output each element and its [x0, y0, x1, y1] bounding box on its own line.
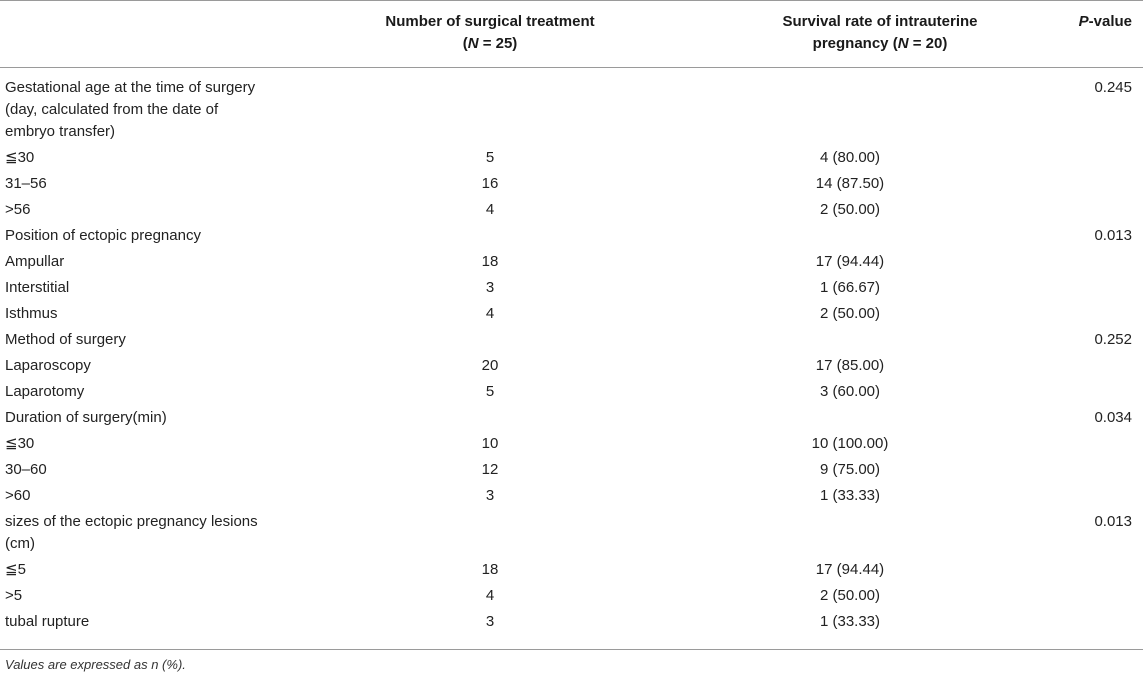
- row-surgical-count: 12: [481, 461, 499, 478]
- row-survival-rate: 4 (80.00): [819, 149, 881, 166]
- row-label: ≦30: [5, 149, 35, 166]
- table-row: >56 4 2 (50.00): [0, 199, 1143, 225]
- header-divider-rule: [0, 67, 1143, 68]
- table-footnote: Values are expressed as n (%).: [5, 657, 186, 672]
- table-row: Position of ectopic pregnancy 0.013: [0, 225, 1143, 251]
- row-surgical-count: 5: [485, 149, 495, 166]
- row-survival-rate: 1 (33.33): [819, 487, 881, 504]
- table-row: ≦30 5 4 (80.00): [0, 147, 1143, 173]
- row-label: sizes of the ectopic pregnancy lesions (…: [5, 513, 258, 552]
- table-top-rule: [0, 0, 1143, 1]
- row-p-value: 0.252: [1094, 331, 1132, 348]
- row-label: 30–60: [5, 461, 47, 478]
- row-survival-rate: 3 (60.00): [819, 383, 881, 400]
- table-row: tubal rupture 3 1 (33.33): [0, 611, 1143, 637]
- table-row: 30–60 12 9 (75.00): [0, 459, 1143, 485]
- row-label: Duration of surgery(min): [5, 409, 167, 426]
- table-row: Interstitial 3 1 (66.67): [0, 277, 1143, 303]
- row-label: >5: [5, 587, 23, 604]
- row-survival-rate: 1 (33.33): [819, 613, 881, 630]
- row-surgical-count: 3: [485, 279, 495, 296]
- table-row: sizes of the ectopic pregnancy lesions (…: [0, 511, 1143, 559]
- row-label: ≦30: [5, 435, 35, 452]
- row-survival-rate: 2 (50.00): [819, 305, 881, 322]
- row-p-value: 0.013: [1094, 227, 1132, 244]
- row-surgical-count: 20: [481, 357, 499, 374]
- table-row: Laparoscopy 20 17 (85.00): [0, 355, 1143, 381]
- row-label: >60: [5, 487, 31, 504]
- table-row: 31–56 16 14 (87.50): [0, 173, 1143, 199]
- header-p-value: P-value: [1078, 13, 1132, 30]
- row-survival-rate: 17 (94.44): [815, 253, 885, 270]
- row-label: Gestational age at the time of surgery (…: [5, 79, 256, 140]
- row-surgical-count: 16: [481, 175, 499, 192]
- header-survival-rate: Survival rate of intrauterine pregnancy …: [720, 11, 1040, 55]
- row-survival-rate: 9 (75.00): [819, 461, 881, 478]
- row-label: ≦5: [5, 561, 26, 578]
- row-surgical-count: 3: [485, 613, 495, 630]
- row-p-value: 0.013: [1094, 513, 1132, 530]
- header-survival-label: Survival rate of intrauterine: [782, 13, 978, 30]
- row-label: Ampullar: [5, 253, 65, 270]
- header-count-label: Number of surgical treatment: [385, 13, 595, 30]
- row-survival-rate: 17 (85.00): [815, 357, 885, 374]
- row-p-value: 0.034: [1094, 409, 1132, 426]
- table-row: Ampullar 18 17 (94.44): [0, 251, 1143, 277]
- row-survival-rate: 17 (94.44): [815, 561, 885, 578]
- row-survival-rate: 1 (66.67): [819, 279, 881, 296]
- row-label: >56: [5, 201, 31, 218]
- table-row: ≦30 10 10 (100.00): [0, 433, 1143, 459]
- table-row: Method of surgery 0.252: [0, 329, 1143, 355]
- row-survival-rate: 2 (50.00): [819, 201, 881, 218]
- row-surgical-count: 18: [481, 561, 499, 578]
- row-label: Isthmus: [5, 305, 58, 322]
- row-survival-rate: 14 (87.50): [815, 175, 885, 192]
- row-survival-rate: 2 (50.00): [819, 587, 881, 604]
- header-count-n: (N = 25): [462, 35, 518, 52]
- row-surgical-count: 5: [485, 383, 495, 400]
- row-surgical-count: 4: [485, 587, 495, 604]
- table-row: ≦5 18 17 (94.44): [0, 559, 1143, 585]
- row-p-value: 0.245: [1094, 79, 1132, 96]
- row-surgical-count: 10: [481, 435, 499, 452]
- table-body: Gestational age at the time of surgery (…: [0, 77, 1143, 637]
- header-survival-n: pregnancy (N = 20): [812, 35, 948, 52]
- row-surgical-count: 4: [485, 201, 495, 218]
- table-row: >5 4 2 (50.00): [0, 585, 1143, 611]
- row-label: tubal rupture: [5, 613, 90, 630]
- table-row: >60 3 1 (33.33): [0, 485, 1143, 511]
- table-row: Laparotomy 5 3 (60.00): [0, 381, 1143, 407]
- row-label: 31–56: [5, 175, 47, 192]
- table-row: Isthmus 4 2 (50.00): [0, 303, 1143, 329]
- header-number-of-surgical-treatment: Number of surgical treatment (N = 25): [360, 11, 620, 55]
- row-survival-rate: 10 (100.00): [811, 435, 889, 452]
- row-label: Laparoscopy: [5, 357, 91, 374]
- table-row: Gestational age at the time of surgery (…: [0, 77, 1143, 147]
- row-label: Interstitial: [5, 279, 70, 296]
- row-label: Method of surgery: [5, 331, 126, 348]
- row-label: Position of ectopic pregnancy: [5, 227, 201, 244]
- table-row: Duration of surgery(min) 0.034: [0, 407, 1143, 433]
- row-label: Laparotomy: [5, 383, 85, 400]
- row-surgical-count: 3: [485, 487, 495, 504]
- row-surgical-count: 18: [481, 253, 499, 270]
- table-bottom-rule: [0, 649, 1143, 650]
- row-surgical-count: 4: [485, 305, 495, 322]
